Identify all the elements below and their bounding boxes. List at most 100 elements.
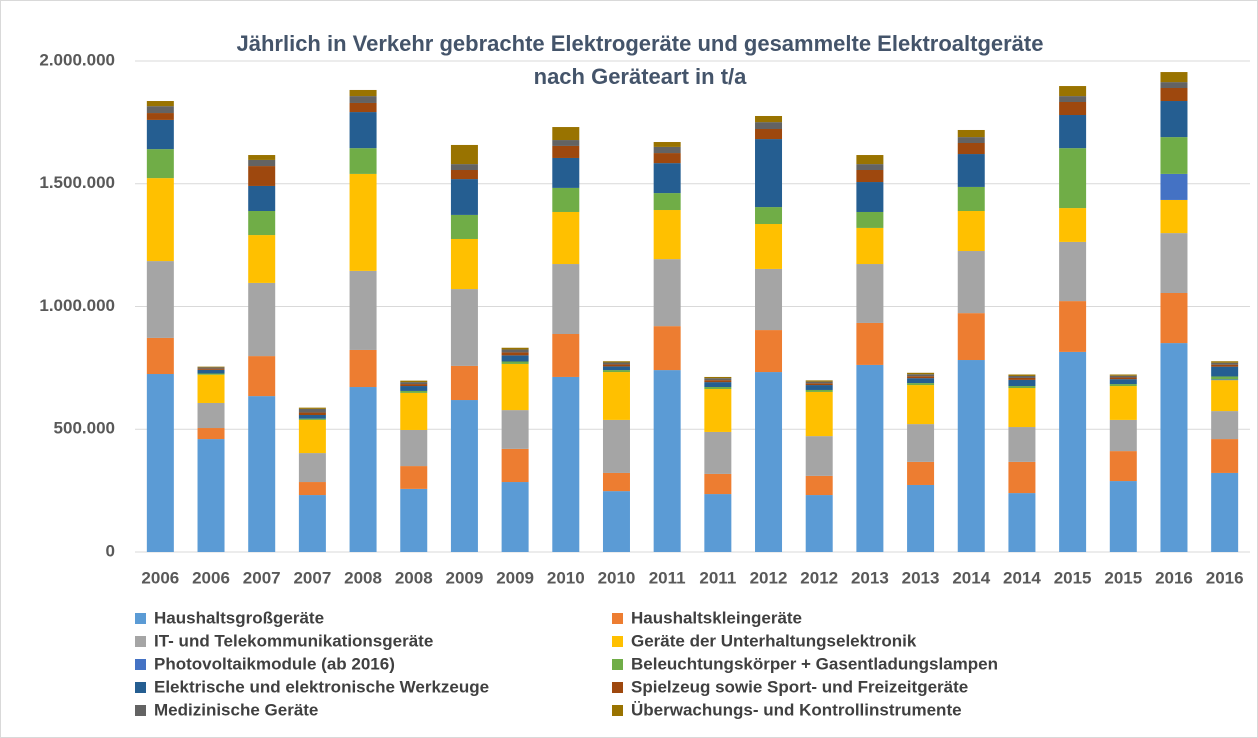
bar-segment: [146, 149, 174, 179]
bar-segment: [298, 415, 326, 419]
x-tick-label: 2014: [1003, 568, 1041, 587]
bar-segment: [501, 363, 529, 411]
bar-segment: [450, 179, 478, 215]
chart-title: Jährlich in Verkehr gebrachte Elektroger…: [237, 31, 1044, 56]
bar-segment: [400, 390, 428, 393]
legend-swatch: [612, 659, 623, 670]
bar-segment: [1160, 82, 1188, 89]
bar-segment: [400, 380, 428, 383]
bar-segment: [602, 361, 630, 363]
bar-segment: [501, 448, 529, 483]
bar-segment: [298, 407, 326, 409]
bar-segment: [704, 494, 732, 552]
bar-segment: [653, 142, 681, 147]
bar-segment: [450, 170, 478, 180]
bar-segment: [704, 388, 732, 432]
bar-segment: [653, 153, 681, 164]
bar-segment: [1211, 411, 1239, 440]
bar-segment: [907, 378, 935, 384]
bar-segment: [1008, 388, 1036, 428]
x-tick-label: 2007: [243, 568, 281, 587]
y-tick-label: 1.500.000: [39, 173, 115, 192]
bar-segment: [349, 96, 377, 103]
bar-segment: [1211, 472, 1239, 552]
legend-swatch: [612, 705, 623, 716]
bar-segment: [146, 106, 174, 114]
bar-segment: [1059, 301, 1087, 352]
bar-segment: [197, 374, 225, 403]
bar-segment: [856, 227, 884, 265]
bar-segment: [248, 159, 276, 167]
bar-segment: [248, 356, 276, 397]
bar-segment: [755, 139, 783, 208]
bar-segment: [450, 214, 478, 239]
legend-label: Medizinische Geräte: [154, 700, 318, 719]
x-tick-label: 2016: [1206, 568, 1244, 587]
bar-segment: [653, 146, 681, 154]
bar-segment: [146, 119, 174, 150]
bar-segment: [653, 259, 681, 327]
bar-segment: [1160, 233, 1188, 293]
bar-segment: [450, 144, 478, 165]
bar-segment: [755, 330, 783, 373]
bar-segment: [197, 369, 225, 374]
bar-segment: [1109, 451, 1137, 482]
bar-segment: [349, 89, 377, 97]
bar-segment: [501, 355, 529, 362]
bar-segment: [907, 374, 935, 377]
bar-segment: [957, 186, 985, 212]
bar-segment: [1160, 88, 1188, 102]
bar-segment: [349, 102, 377, 113]
bar-segment: [805, 383, 833, 386]
bar-segment: [146, 113, 174, 120]
legend-swatch: [135, 613, 146, 624]
bar-segment: [450, 289, 478, 366]
y-tick-label: 500.000: [54, 419, 115, 438]
bar-segment: [704, 382, 732, 388]
legend-label: Spielzeug sowie Sport- und Freizeitgerät…: [631, 677, 968, 696]
bar-segment: [400, 384, 428, 387]
bar-segment: [704, 380, 732, 383]
bar-segment: [1008, 427, 1036, 462]
bar-segment: [907, 385, 935, 425]
y-tick-label: 1.000.000: [39, 296, 115, 315]
legend-swatch: [612, 682, 623, 693]
bar-segment: [248, 166, 276, 186]
bar-segment: [653, 163, 681, 194]
bar-segment: [248, 185, 276, 212]
bar-segment: [1059, 351, 1087, 552]
bar-segment: [1059, 101, 1087, 116]
bar-segment: [1211, 376, 1239, 380]
bar-segment: [197, 368, 225, 370]
bar-segment: [501, 361, 529, 364]
legend-label: Elektrische und elektronische Werkzeuge: [154, 677, 489, 696]
bar-segment: [349, 173, 377, 271]
x-tick-label: 2014: [952, 568, 990, 587]
bar-segment: [957, 211, 985, 252]
bar-segment: [957, 154, 985, 187]
bar-segment: [602, 364, 630, 367]
bar-segment: [501, 347, 529, 350]
bar-segment: [349, 148, 377, 174]
bar-segment: [653, 326, 681, 371]
bar-segment: [704, 431, 732, 474]
bar-segment: [552, 376, 580, 552]
bar-segment: [146, 178, 174, 262]
bar-segment: [298, 495, 326, 552]
x-tick-label: 2011: [649, 568, 686, 587]
legend-label: Geräte der Unterhaltungselektronik: [631, 631, 917, 650]
bar-segment: [501, 352, 529, 356]
bar-segment: [805, 380, 833, 382]
x-tick-label: 2010: [598, 568, 636, 587]
bar-segment: [552, 333, 580, 377]
x-tick-label: 2015: [1054, 568, 1092, 587]
bar-segment: [197, 373, 225, 375]
bar-segment: [602, 366, 630, 371]
bar-segment: [1109, 375, 1137, 378]
bar-segment: [197, 402, 225, 429]
bar-segment: [1109, 377, 1137, 380]
bar-segment: [1160, 137, 1188, 174]
bar-segment: [1160, 292, 1188, 344]
x-tick-label: 2009: [496, 568, 534, 587]
bar-segment: [400, 466, 428, 489]
